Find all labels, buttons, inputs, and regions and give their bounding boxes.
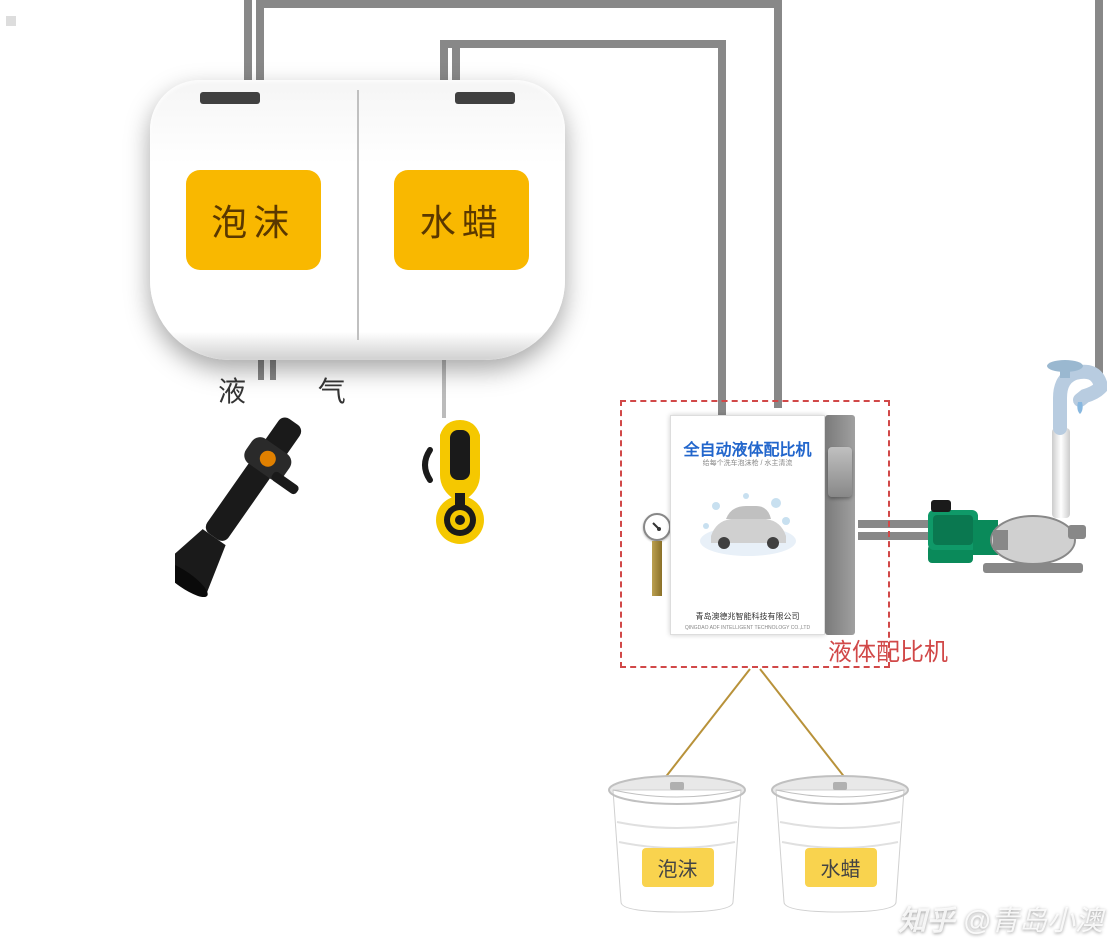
- mixer-box: 全自动液体配比机 给每个洗车泡沫枪 / 水主清流 青岛澳德兆智能科技有限公司 Q…: [670, 415, 825, 635]
- foam-spray-gun-icon: [175, 410, 310, 630]
- foam-bucket-label: 泡沫: [642, 848, 714, 887]
- connector-line: [759, 668, 847, 780]
- watermark: 知乎 @青岛小澳: [899, 899, 1103, 939]
- foam-bucket: 泡沫: [605, 772, 750, 917]
- machine-left-panel: 泡沫: [150, 80, 357, 360]
- wax-spray-gun-icon: [405, 415, 515, 550]
- machine-right-panel: 水蜡: [359, 80, 566, 360]
- mixer-box-subtitle: 给每个洗车泡沫枪 / 水主清流: [671, 458, 824, 468]
- pipe-segment: [256, 0, 782, 8]
- zhihu-logo: 知乎: [899, 899, 955, 939]
- mixer-box-footer: 青岛澳德兆智能科技有限公司: [671, 611, 824, 622]
- faucet-pipe: [1052, 428, 1070, 518]
- wax-bucket: 水蜡: [768, 772, 913, 917]
- foam-panel: 泡沫: [186, 170, 321, 270]
- pressure-gauge-icon: [643, 513, 671, 541]
- wax-panel: 水蜡: [394, 170, 529, 270]
- wax-bucket-label: 水蜡: [805, 848, 877, 887]
- car-wash-icon: [696, 491, 801, 561]
- gauge-stem: [652, 541, 662, 596]
- pipe-segment: [440, 40, 726, 48]
- mixer-filter-icon: [828, 447, 852, 497]
- watermark-author: @青岛小澳: [963, 899, 1103, 939]
- faucet-icon: [1020, 358, 1110, 438]
- pipe-segment: [774, 0, 782, 408]
- pipe-segment: [244, 12, 252, 13]
- connector-tube: [442, 360, 446, 418]
- mixer-box-title: 全自动液体配比机: [671, 436, 824, 460]
- pipe-segment: [256, 0, 264, 82]
- pipe-segment: [718, 40, 726, 415]
- liquid-air-label: 液 气: [218, 370, 378, 410]
- main-machine: 泡沫 水蜡: [150, 80, 565, 360]
- mixer-box-footer-en: QINGDAO ADF INTELLIGENT TECHNOLOGY CO.,L…: [671, 625, 824, 631]
- pipe-segment: [1095, 0, 1103, 380]
- connector-line: [657, 668, 751, 787]
- mixer-label: 液体配比机: [828, 632, 948, 667]
- corner-mark: [6, 16, 16, 26]
